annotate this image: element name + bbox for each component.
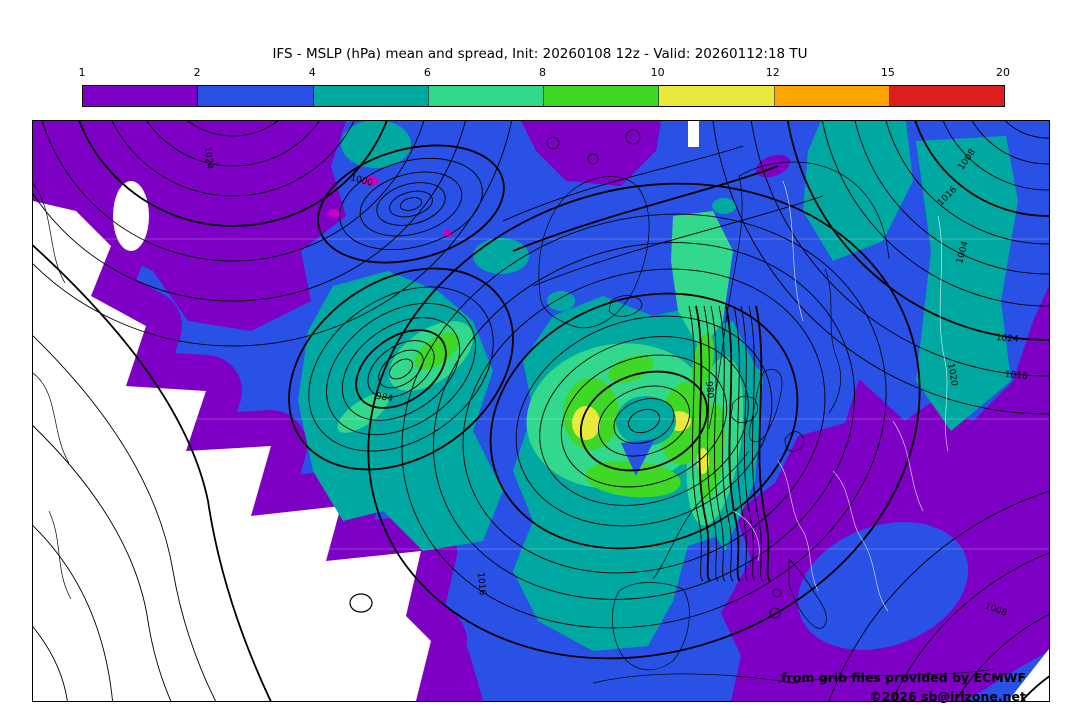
colorbar-segment <box>83 86 199 106</box>
colorbar-tick-label: 12 <box>765 66 780 79</box>
colorbar-segment <box>659 86 775 106</box>
isobar-value-label: 1016 <box>1004 370 1028 382</box>
colorbar-tick-label: 2 <box>193 66 201 79</box>
spread-shading-layer <box>33 121 1049 701</box>
colorbar-segment <box>544 86 660 106</box>
colorbar-tick-label: 4 <box>308 66 316 79</box>
colorbar-segment <box>428 86 544 106</box>
colorbar-tick-label: 8 <box>539 66 546 79</box>
colorbar-tick-label: 1 <box>78 66 86 79</box>
colorbar-tick-label: 10 <box>650 66 665 79</box>
graticule-layer <box>33 238 1049 550</box>
isobar-value-label: 1024 <box>995 333 1019 345</box>
colorbar-segment <box>313 86 429 106</box>
attribution-source: from grib files provided by ECMWF <box>781 670 1026 685</box>
isobar-value-label: 1016 <box>475 572 487 596</box>
map-frame: 1024 1000 984 980 1008 1016 1004 1024 1020 1016 10… <box>32 120 1050 702</box>
attribution-copyright: ©2026 sb@irizone.net <box>869 689 1026 704</box>
colorbar <box>82 85 1005 107</box>
colorbar-segment <box>198 86 314 106</box>
border-layer <box>732 180 949 612</box>
isobar-value-label: 984 <box>375 392 394 405</box>
isobar-value-label: 980 <box>703 381 714 399</box>
attribution: from grib files provided by ECMWF ©2026 … <box>781 668 1026 706</box>
colorbar-segment <box>774 86 890 106</box>
colorbar-tick-labels: 1 2 4 6 8 10 12 15 20 <box>78 66 1011 81</box>
isobar-value-label: 1020 <box>945 363 959 388</box>
colorbar-tick-label: 15 <box>880 66 895 79</box>
isobar-value-label: 1024 <box>202 146 214 170</box>
colorbar-tick-label: 6 <box>423 66 431 79</box>
chart-title: IFS - MSLP (hPa) mean and spread, Init: … <box>272 46 808 62</box>
isobar-layer <box>33 121 1049 701</box>
coastline-layer <box>33 129 996 684</box>
colorbar-segment <box>889 86 1004 106</box>
colorbar-tick-label: 20 <box>996 66 1010 79</box>
